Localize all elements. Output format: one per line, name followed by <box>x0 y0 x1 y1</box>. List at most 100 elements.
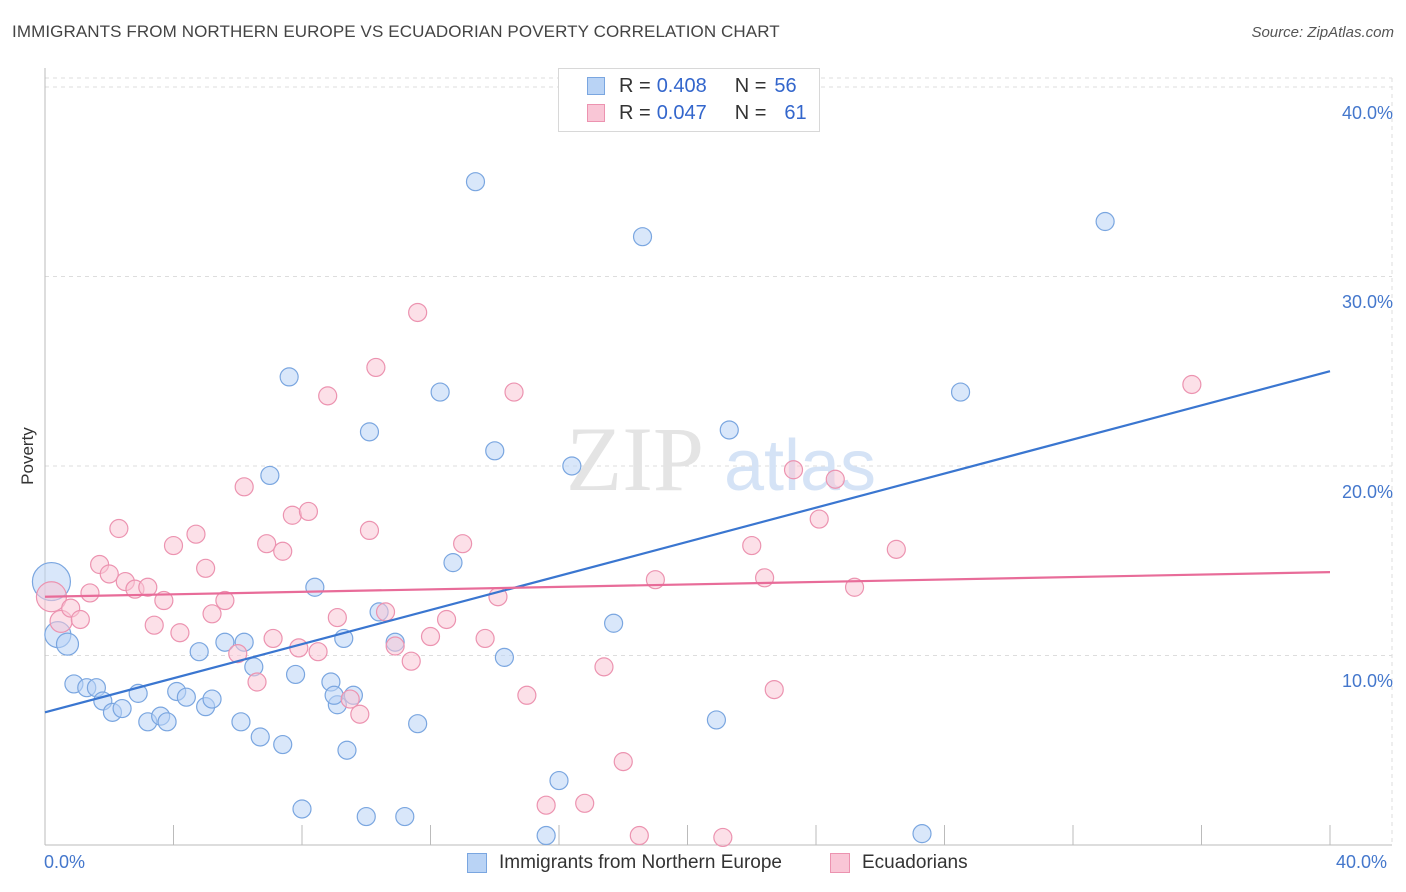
y-tick-label: 30.0% <box>1341 292 1393 313</box>
bottom-legend-label: Ecuadorians <box>862 852 968 873</box>
y-tick-label: 10.0% <box>1341 671 1393 692</box>
legend-swatch-blue <box>587 77 605 95</box>
northern-europe-point <box>356 806 376 827</box>
bottom-legend-ecuadorians: Ecuadorians <box>830 852 968 874</box>
ecuadorian-point <box>202 604 222 624</box>
ecuadorian-point <box>273 541 293 561</box>
chart-source: Source: ZipAtlas.com <box>1251 24 1394 41</box>
watermark-zip: ZIP <box>566 408 704 510</box>
legend-n-label: N = <box>734 101 767 124</box>
ecuadorian-point <box>318 386 338 406</box>
northern-europe-point <box>55 632 80 656</box>
ecuadorian-point <box>375 602 396 622</box>
northern-europe-point <box>562 456 582 476</box>
legend-r-label: R = <box>619 101 651 124</box>
ecuadorian-point <box>517 685 537 705</box>
northern-europe-point <box>485 441 505 461</box>
northern-europe-point <box>912 824 932 844</box>
ecuadorian-point <box>144 615 164 635</box>
ecuadorian-point <box>809 509 829 529</box>
northern-europe-point <box>292 799 312 819</box>
northern-europe-point <box>157 712 177 732</box>
ecuadorian-point <box>886 539 906 559</box>
northern-europe-point <box>279 367 299 387</box>
northern-europe-point <box>285 664 306 685</box>
northern-europe-point <box>1095 211 1115 232</box>
ecuadorian-point <box>453 534 473 554</box>
legend-row-ecuadorians: R = 0.047 N = 61 <box>587 100 807 126</box>
ecuadorian-point <box>196 558 216 578</box>
ecuadorian-point <box>247 672 267 692</box>
ecuadorian-point <box>350 704 370 724</box>
x-tick-label-min: 0.0% <box>44 852 86 872</box>
y-tick-label: 20.0% <box>1341 481 1393 502</box>
northern-europe-point <box>465 172 486 192</box>
ecuadorian-point <box>70 609 90 630</box>
legend-swatch-pink <box>587 104 605 122</box>
northern-europe-point <box>250 727 270 747</box>
northern-europe-point <box>305 577 325 597</box>
ecuadorian-point <box>420 626 441 647</box>
northern-europe-point <box>273 734 293 755</box>
ecuadorian-point <box>408 302 428 323</box>
ecuadorian-point <box>327 607 347 628</box>
northern-europe-point <box>395 806 415 827</box>
ecuadorian-trend-line <box>44 571 1331 598</box>
ecuadorian-point <box>138 577 158 597</box>
northern-europe-point <box>359 422 380 442</box>
northern-europe-point <box>324 685 344 705</box>
northern-europe-point <box>536 825 556 846</box>
ecuadorian-point <box>475 628 495 649</box>
bottom-legend-swatch-pink <box>830 853 850 873</box>
bottom-legend-label: Immigrants from Northern Europe <box>499 852 782 873</box>
grid-layer <box>45 77 1393 845</box>
bottom-legend-swatch-blue <box>467 853 487 873</box>
legend-r-value: 0.047 <box>656 101 707 124</box>
ecuadorian-point <box>1182 374 1202 395</box>
ecuadorian-point <box>436 609 457 630</box>
ecuadorian-point <box>215 590 235 611</box>
ecuadorian-point <box>186 524 206 544</box>
northern-europe-point <box>706 710 727 730</box>
ecuadorian-point <box>742 535 762 556</box>
northern-europe-point <box>549 770 569 791</box>
ecuadorian-point <box>366 357 386 378</box>
northern-europe-point <box>408 714 428 734</box>
legend-r-value: 0.408 <box>656 74 707 97</box>
trend-layer <box>44 370 1331 714</box>
northern-europe-point <box>112 698 132 719</box>
ecuadorian-point <box>613 752 633 772</box>
ecuadorian-point <box>844 577 865 597</box>
northern-europe-point <box>719 420 739 440</box>
bottom-legend-northern-europe: Immigrants from Northern Europe <box>467 852 782 874</box>
legend-n-value: 61 <box>784 101 807 124</box>
stats-legend: R = 0.408 N = 56 R = 0.047 N = 61 <box>558 68 820 132</box>
ecuadorian-point <box>825 469 845 489</box>
northern-europe-point <box>337 740 357 760</box>
ecuadorian-point <box>80 583 100 603</box>
points-layer <box>31 172 1202 848</box>
northern-europe-point <box>632 227 653 247</box>
northern-europe-point <box>202 689 222 709</box>
ecuadorian-point <box>234 477 254 497</box>
ecuadorian-point <box>764 679 784 700</box>
x-tick-label-max: 40.0% <box>1336 852 1388 872</box>
ecuadorian-point <box>575 793 595 813</box>
northern-europe-point <box>189 642 209 662</box>
ecuadorian-point <box>298 501 319 522</box>
ecuadorian-point <box>385 636 405 656</box>
watermark: ZIP atlas <box>566 408 876 510</box>
legend-n-label: N = <box>734 74 767 97</box>
ecuadorian-point <box>282 505 302 525</box>
northern-europe-point <box>231 712 251 732</box>
northern-europe-point <box>176 687 196 707</box>
ecuadorian-point <box>289 638 309 658</box>
ecuadorian-point <box>504 382 524 402</box>
chart-title: IMMIGRANTS FROM NORTHERN EUROPE VS ECUAD… <box>12 22 780 41</box>
northern-europe-point <box>215 632 235 652</box>
y-tick-label: 40.0% <box>1341 102 1393 123</box>
northern-europe-point <box>494 647 514 667</box>
ecuadorian-point <box>713 827 733 848</box>
northern-europe-point <box>430 382 450 402</box>
